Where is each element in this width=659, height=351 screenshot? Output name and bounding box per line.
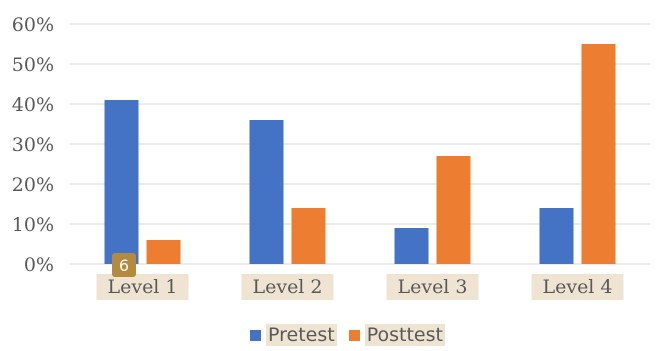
bar-posttest-level-2	[291, 208, 326, 264]
y-axis-tick-labels: 0% 10% 20% 30% 40% 50% 60%	[12, 14, 54, 276]
x-tick-label-highlight	[241, 274, 334, 300]
annotation-badge: 6	[112, 253, 136, 277]
x-tick-label: Level 2	[252, 276, 322, 298]
y-tick-label: 40%	[12, 94, 54, 116]
bar-pretest-level-1	[104, 100, 139, 264]
legend-item-pretest: Pretest	[250, 324, 337, 346]
x-tick-label-highlight	[531, 274, 624, 300]
x-tick-label-highlight	[96, 274, 189, 300]
x-tick-label: Level 3	[397, 276, 467, 298]
bar-pretest-level-2	[249, 120, 284, 264]
legend-label-posttest: Posttest	[364, 324, 445, 346]
legend-swatch-posttest	[348, 329, 360, 341]
bar-posttest-level-4	[581, 44, 616, 264]
y-tick-label: 10%	[12, 214, 54, 236]
legend-item-posttest: Posttest	[348, 324, 445, 346]
y-tick-label: 60%	[12, 14, 54, 36]
x-axis-tick-labels: Level 1 Level 2 Level 3 Level 4	[96, 274, 624, 300]
y-tick-label: 30%	[12, 134, 54, 156]
x-tick-label: Level 4	[542, 276, 612, 298]
bar-posttest-level-3	[436, 156, 471, 264]
bars	[104, 44, 616, 264]
y-tick-label: 50%	[12, 54, 54, 76]
x-tick-label: Level 1	[107, 276, 177, 298]
bar-pretest-level-4	[539, 208, 574, 264]
bar-posttest-level-1	[146, 240, 181, 264]
bar-pretest-level-3	[394, 228, 429, 264]
y-tick-label: 0%	[24, 254, 54, 276]
x-tick-label-highlight	[386, 274, 479, 300]
legend-swatch-pretest	[250, 329, 261, 341]
legend-label-pretest: Pretest	[266, 324, 337, 346]
y-tick-label: 20%	[12, 174, 54, 196]
legend: Pretest Posttest	[250, 322, 445, 348]
gridlines	[70, 23, 650, 265]
